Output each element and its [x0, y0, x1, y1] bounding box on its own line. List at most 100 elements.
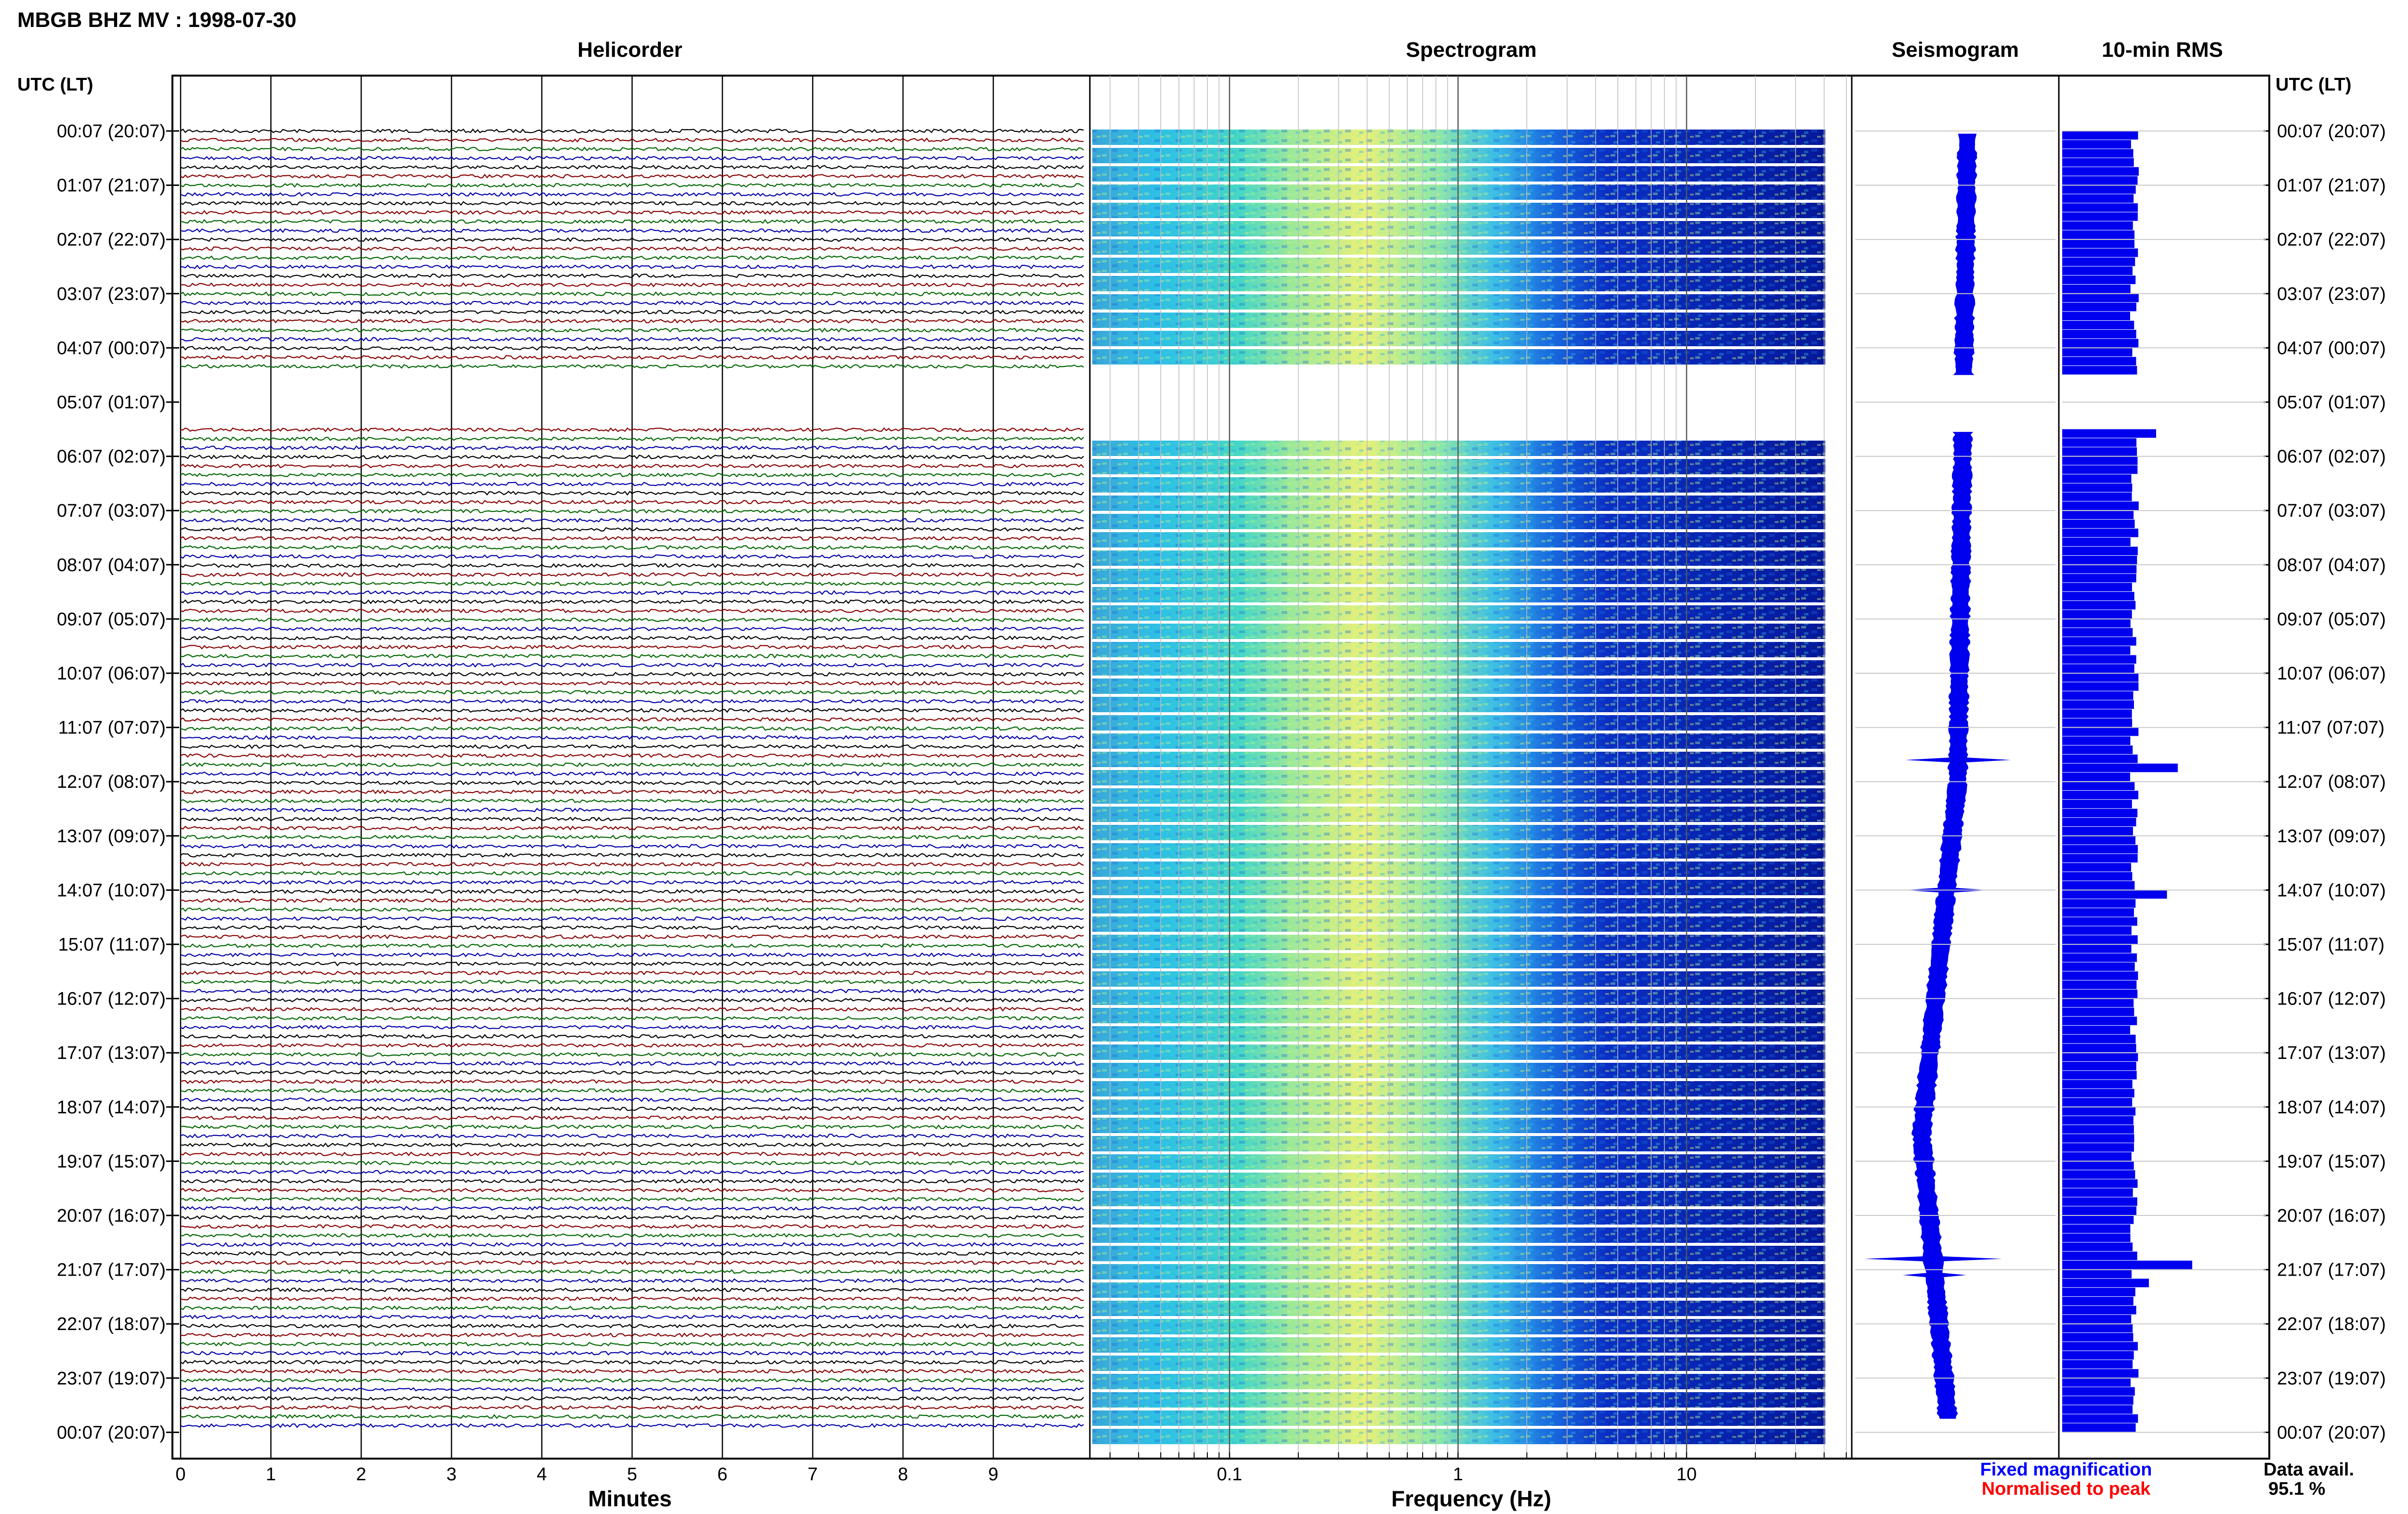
spectrogram-texture: [1092, 1063, 1825, 1078]
helicorder-trace: [180, 599, 1084, 604]
rms-bar: [2062, 637, 2136, 646]
helicorder-trace: [180, 518, 1084, 523]
time-label-left: 14:07 (10:07): [57, 880, 166, 901]
rms-bar: [2062, 610, 2132, 619]
helicorder-trace: [180, 1414, 1084, 1419]
time-label-right: 10:07 (06:07): [2277, 664, 2386, 684]
rms-bar: [2062, 1233, 2131, 1242]
spectrogram-texture: [1092, 258, 1825, 273]
time-label-right: 23:07 (19:07): [2277, 1369, 2386, 1389]
helicorder-trace: [180, 563, 1084, 568]
seismogram-event: [1864, 1256, 2002, 1262]
rms-bar: [2062, 1017, 2137, 1025]
time-label-left: 03:07 (23:07): [57, 284, 166, 304]
rms-bar: [2062, 483, 2133, 492]
helicorder-trace: [180, 762, 1084, 768]
rms-bar: [2062, 736, 2131, 745]
helicorder-trace: [180, 1033, 1084, 1039]
helicorder-trace: [180, 310, 1084, 314]
spectrogram-texture: [1092, 697, 1825, 712]
rms-bar: [2062, 664, 2134, 673]
spectrogram-texture: [1092, 532, 1825, 548]
spectrogram-texture: [1092, 1282, 1825, 1298]
helicorder-trace: [180, 1260, 1084, 1266]
helicorder-trace: [180, 970, 1084, 976]
panel-title-seismogram: Seismogram: [1892, 38, 2019, 62]
helicorder-trace: [180, 808, 1084, 812]
rms-bar: [2062, 1034, 2136, 1044]
time-label-left: 07:07 (03:07): [57, 501, 166, 521]
helicorder-trace: [180, 137, 1084, 143]
rms-bar: [2062, 1152, 2132, 1161]
rms-bar: [2062, 357, 2136, 365]
minute-tick-label: 2: [356, 1464, 366, 1485]
helicorder-trace: [180, 961, 1084, 966]
rms-bar: [2062, 1143, 2134, 1152]
rms-bar: [2062, 600, 2136, 610]
spectrogram-texture: [1092, 1008, 1825, 1023]
rms-bar: [2062, 1396, 2133, 1405]
time-label-left: 01:07 (21:07): [57, 176, 166, 196]
helicorder-trace: [180, 852, 1084, 858]
time-label-left: 22:07 (18:07): [57, 1314, 166, 1334]
spectrogram-texture: [1092, 1356, 1825, 1371]
time-label-right: 07:07 (03:07): [2277, 501, 2386, 521]
helicorder-trace: [180, 210, 1084, 215]
helicorder-trace: [180, 1025, 1084, 1030]
spectrogram-texture: [1092, 148, 1825, 163]
spectrogram-texture: [1092, 184, 1825, 200]
rms-bar: [2062, 185, 2136, 194]
helicorder-trace: [180, 644, 1084, 650]
rms-bar: [2062, 131, 2138, 140]
helicorder-trace: [180, 608, 1084, 613]
helicorder-trace: [180, 156, 1084, 161]
spectrogram-texture: [1092, 203, 1825, 218]
helicorder-trace: [180, 771, 1084, 776]
time-label-left: 15:07 (11:07): [58, 935, 166, 955]
helicorder-trace: [180, 146, 1084, 152]
helicorder-trace: [180, 925, 1084, 930]
rms-bar: [2062, 971, 2138, 980]
spectrogram-texture: [1092, 1209, 1825, 1225]
helicorder-trace: [180, 1332, 1084, 1338]
time-label-left: 18:07 (14:07): [57, 1097, 166, 1118]
helicorder-trace: [180, 1043, 1084, 1048]
helicorder-trace: [180, 1351, 1084, 1356]
time-label-right: 00:07 (20:07): [2277, 121, 2386, 142]
spectrogram-texture: [1092, 733, 1825, 749]
spectrogram-texture: [1092, 1081, 1825, 1096]
helicorder-trace: [180, 835, 1084, 840]
minute-tick-label: 7: [808, 1464, 818, 1485]
helicorder-trace: [180, 1178, 1084, 1184]
rms-bar: [2062, 763, 2178, 772]
time-label-right: 14:07 (10:07): [2277, 880, 2386, 901]
helicorder-trace: [180, 626, 1084, 631]
helicorder-trace: [180, 509, 1084, 514]
minute-tick-label: 5: [627, 1464, 637, 1485]
helicorder-trace: [180, 672, 1084, 677]
helicorder-trace: [180, 246, 1084, 251]
minute-tick-label: 4: [537, 1464, 547, 1485]
helicorder-trace: [180, 1359, 1084, 1365]
helicorder-trace: [180, 1197, 1084, 1202]
rms-bar: [2062, 1179, 2138, 1188]
rms-bar: [2062, 799, 2132, 809]
rms-bar: [2062, 691, 2133, 700]
helicorder-trace: [181, 1052, 1084, 1057]
spectrogram-texture: [1092, 642, 1825, 657]
time-label-right: 09:07 (05:07): [2277, 609, 2386, 629]
minutes-axis-label: Minutes: [588, 1486, 672, 1511]
rms-bar: [2062, 248, 2138, 257]
time-label-right: 20:07 (16:07): [2277, 1206, 2386, 1226]
helicorder-trace: [180, 635, 1084, 640]
time-label-right: 04:07 (00:07): [2277, 338, 2386, 358]
minute-tick-label: 8: [898, 1464, 908, 1485]
spectrogram-texture: [1092, 1099, 1825, 1115]
helicorder-trace: [180, 1287, 1084, 1292]
time-label-right: 22:07 (18:07): [2277, 1314, 2386, 1334]
spectrogram-texture: [1092, 679, 1825, 694]
rms-bar: [2062, 456, 2138, 465]
time-label-left: 08:07 (04:07): [57, 555, 166, 575]
helicorder-trace: [180, 726, 1084, 731]
rms-bar: [2062, 365, 2137, 375]
